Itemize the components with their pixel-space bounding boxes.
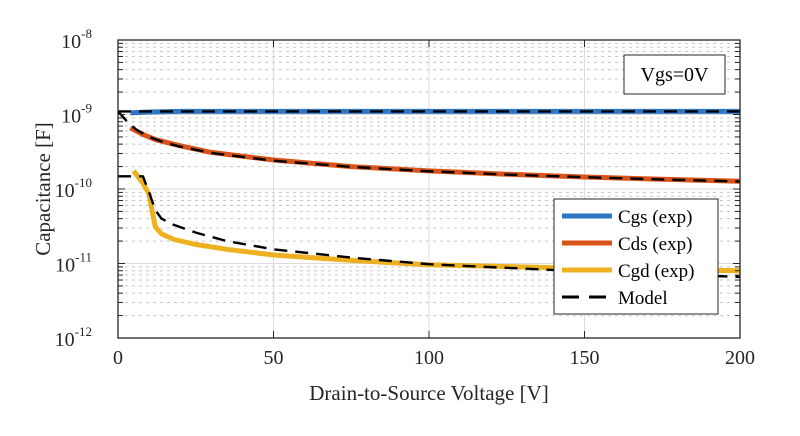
y-tick-exponent: -11 bbox=[75, 250, 92, 265]
x-tick-label: 0 bbox=[113, 347, 123, 369]
y-tick-exponent: -9 bbox=[81, 101, 92, 116]
series-line-model bbox=[117, 110, 741, 183]
x-tick-label: 100 bbox=[414, 347, 444, 369]
y-tick-label: 10-12 bbox=[55, 324, 92, 351]
legend-label-cds-exp: Cds (exp) bbox=[618, 234, 692, 255]
x-axis-label: Drain-to-Source Voltage [V] bbox=[309, 381, 549, 405]
legend-label-model: Model bbox=[618, 288, 668, 309]
series-layer bbox=[117, 108, 741, 279]
y-tick-exponent: -10 bbox=[75, 175, 92, 190]
annotation-box: Vgs=0V bbox=[623, 54, 726, 95]
annotation-text: Vgs=0V bbox=[641, 64, 710, 86]
y-tick-exponent: -12 bbox=[75, 324, 92, 339]
y-tick-label: 10-10 bbox=[55, 175, 92, 202]
x-tick-labels: 0 50 100 150 200 bbox=[113, 347, 755, 369]
y-tick-label: 10-11 bbox=[55, 250, 92, 277]
legend-label-cgd-exp: Cgd (exp) bbox=[618, 261, 695, 282]
x-tick-label: 50 bbox=[264, 347, 284, 369]
y-axis-label: Capacitance [F] bbox=[31, 122, 55, 256]
x-tick-label: 200 bbox=[725, 347, 755, 369]
y-tick-label: 10-8 bbox=[61, 26, 92, 53]
series-line-model bbox=[118, 175, 741, 279]
y-tick-labels: 10-12 10-11 10-10 10-9 10-8 bbox=[55, 26, 92, 351]
x-tick-label: 150 bbox=[570, 347, 600, 369]
legend-label-cgs-exp: Cgs (exp) bbox=[618, 207, 692, 228]
axis-ticks bbox=[117, 39, 741, 339]
y-tick-exponent: -8 bbox=[81, 26, 92, 41]
y-tick-label: 10-9 bbox=[61, 101, 92, 128]
legend: Cgs (exp) Cds (exp) Cgd (exp) Model bbox=[553, 198, 719, 315]
